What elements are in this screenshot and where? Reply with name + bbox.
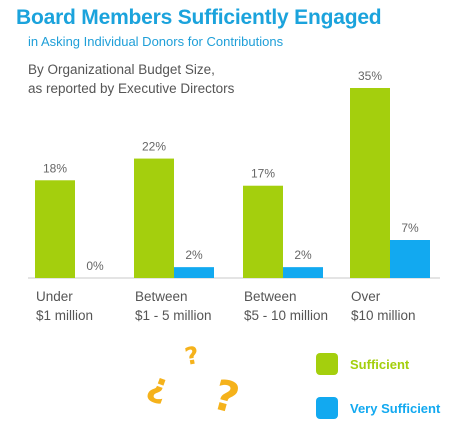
legend-swatch-sufficient <box>316 353 338 375</box>
data-label: 35% <box>358 69 382 83</box>
data-label: 7% <box>401 221 419 235</box>
legend-swatch-very-sufficient <box>316 397 338 419</box>
legend-label-very-sufficient: Very Sufficient <box>350 400 441 416</box>
question-mark-icon: ? <box>208 369 245 424</box>
bar-chart: 18% 0% Under $1 million 22% 2% Between $1 - 5 m… <box>28 69 440 323</box>
category-label: $10 million <box>351 308 416 323</box>
data-label: 17% <box>251 167 275 181</box>
category-label: $1 - 5 million <box>135 308 212 323</box>
bar <box>390 240 430 278</box>
data-label: 0% <box>86 259 104 273</box>
data-label: 2% <box>185 248 203 262</box>
question-mark-icon: ? <box>141 366 174 412</box>
question-mark-icon: ? <box>182 341 202 371</box>
note-line-1: By Organizational Budget Size, <box>28 62 215 77</box>
bar <box>174 267 214 278</box>
bar <box>35 180 75 278</box>
chart-note: By Organizational Budget Size, as report… <box>28 60 234 98</box>
chart-subtitle: in Asking Individual Donors for Contribu… <box>28 34 284 49</box>
bar <box>243 185 283 278</box>
bar <box>134 158 174 278</box>
category-label: $5 - 10 million <box>244 308 328 323</box>
bar <box>283 267 323 278</box>
category-label: Between <box>244 289 297 304</box>
data-label: 18% <box>43 161 67 175</box>
category-label: $1 million <box>36 308 93 323</box>
data-label: 22% <box>142 140 166 154</box>
data-label: 2% <box>294 248 312 262</box>
note-line-2: as reported by Executive Directors <box>28 81 235 96</box>
chart-title: Board Members Sufficiently Engaged <box>16 6 382 29</box>
legend-item-very-sufficient: Very Sufficient <box>316 397 440 419</box>
category-label: Between <box>135 289 188 304</box>
legend-label-sufficient: Sufficient <box>350 356 410 372</box>
category-label: Under <box>36 289 73 304</box>
bar <box>350 88 390 278</box>
legend-item-sufficient: Sufficient <box>316 353 409 375</box>
category-label: Over <box>351 289 381 304</box>
